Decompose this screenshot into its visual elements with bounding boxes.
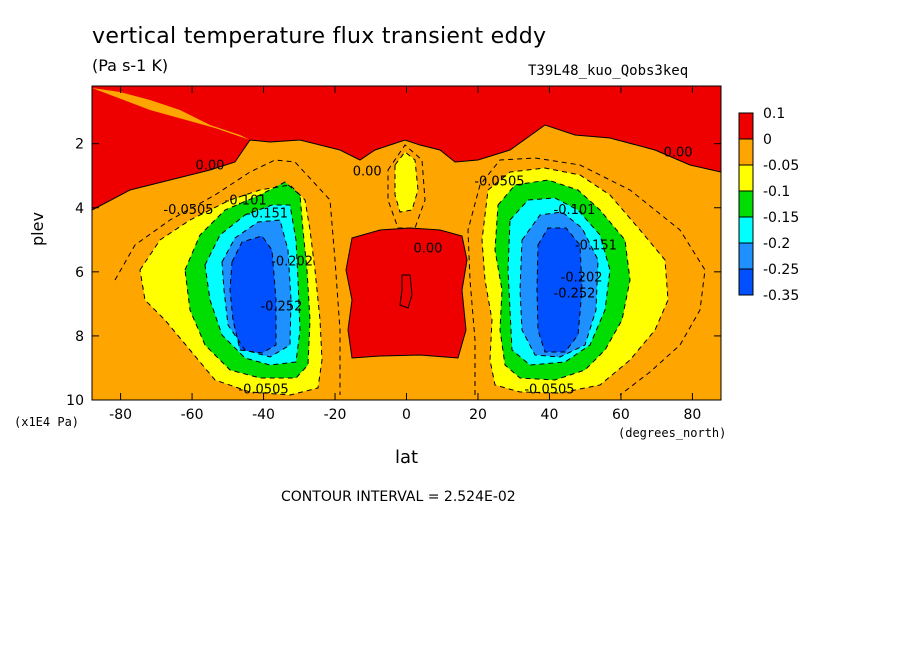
contour-neg-center-outer <box>387 144 426 229</box>
contour-label: -0.101 <box>225 194 267 209</box>
contour-label: 0.00 <box>413 242 442 257</box>
colorbar-swatch <box>738 216 754 244</box>
band-darkblue-left <box>230 236 276 353</box>
contour-label: -0.101 <box>554 203 596 218</box>
colorbar-label: 0 <box>763 132 772 148</box>
colorbar-label: -0.15 <box>763 210 799 226</box>
contour-label: -0.252 <box>260 299 302 314</box>
contour-neg3-right <box>507 197 611 366</box>
band-red-left <box>92 88 250 210</box>
contour-center-small <box>399 274 413 309</box>
contour-neg5-left <box>229 235 277 354</box>
y-tick-label: 6 <box>75 265 84 281</box>
contour-neg-outer-right <box>467 157 706 396</box>
contour-label: 0.00 <box>195 158 224 173</box>
contour-label: -0.0505 <box>238 383 288 398</box>
contour-label: -0.202 <box>271 254 313 269</box>
chart-units: (Pa s-1 K) <box>92 56 169 75</box>
band-darkblue-right <box>537 228 582 352</box>
colorbar-label: -0.1 <box>763 184 790 200</box>
experiment-name: T39L48_kuo_Qobs3keq <box>528 63 689 79</box>
x-tick-label: -80 <box>109 407 132 423</box>
colorbar-swatch <box>738 190 754 218</box>
chart-title: vertical temperature flux transient eddy <box>92 24 547 49</box>
contour-zero-center <box>345 227 468 359</box>
x-tick-label: 0 <box>402 407 411 423</box>
y-tick-label: 8 <box>75 329 84 345</box>
y-tick-label: 10 <box>66 393 84 409</box>
colorbar-label: -0.05 <box>763 158 799 174</box>
filled-contours <box>92 86 721 400</box>
contour-label: -0.202 <box>561 270 603 285</box>
contour-label: -0.151 <box>575 238 617 253</box>
colorbar-label: 0.1 <box>763 106 785 122</box>
colorbar: 0.1 0 -0.05 -0.1 -0.15 -0.2 -0.25 -0.35 <box>738 106 799 304</box>
y-tick-label: 4 <box>75 201 84 217</box>
y-tick-label: 2 <box>75 137 84 153</box>
contour-interval-note: CONTOUR INTERVAL = 2.524E-02 <box>281 489 516 505</box>
x-tick-label: 40 <box>541 407 559 423</box>
x-axis-label: lat <box>395 447 419 468</box>
contour-labels: 0.00 0.000.000.00-0.0505-0.101-0.151-0.20… <box>163 145 692 397</box>
colorbar-label: -0.35 <box>763 288 799 304</box>
x-tick-label: -40 <box>252 407 275 423</box>
x-axis-units: (degrees_north) <box>618 426 727 440</box>
colorbar-label: -0.25 <box>763 262 799 278</box>
contour-neg4-right <box>519 211 599 358</box>
contour-zero-top <box>92 124 721 211</box>
colorbar-swatch <box>738 164 754 192</box>
x-axis: -80 -60 -40 -20 0 20 40 60 80 <box>109 86 701 423</box>
x-tick-label: 80 <box>683 407 701 423</box>
x-tick-label: -20 <box>324 407 347 423</box>
contour-label: -0.151 <box>246 206 288 221</box>
x-tick-label: 20 <box>469 407 487 423</box>
y-axis: 2 4 6 8 10 <box>66 137 721 409</box>
contour-neg5-right <box>536 227 583 353</box>
contour-label: -0.0505 <box>524 383 574 398</box>
x-tick-label: 60 <box>612 407 630 423</box>
band-red-center <box>346 228 467 358</box>
band-red-top <box>92 86 721 172</box>
colorbar-swatch <box>738 268 754 296</box>
colorbar-label: -0.2 <box>763 236 790 252</box>
contour-label: -0.252 <box>554 286 596 301</box>
colorbar-swatch <box>738 138 754 166</box>
x-tick-label: -60 <box>181 407 204 423</box>
contour-label: -0.0505 <box>474 174 524 189</box>
y-axis-units: (x1E4 Pa) <box>14 415 80 429</box>
band-yellow-center <box>395 152 418 212</box>
colorbar-swatch <box>738 112 754 140</box>
colorbar-swatch <box>738 242 754 270</box>
contour-neg2-left <box>184 181 311 379</box>
contour-label: 0.00 <box>353 165 382 180</box>
contour-neg4-left <box>221 219 292 358</box>
contour-neg1-right <box>481 167 669 394</box>
contour-label: 0.00 <box>664 145 693 160</box>
contour-neg1-left <box>139 184 323 396</box>
contour-neg-center <box>394 151 419 213</box>
contour-label: -0.0505 <box>163 203 213 218</box>
